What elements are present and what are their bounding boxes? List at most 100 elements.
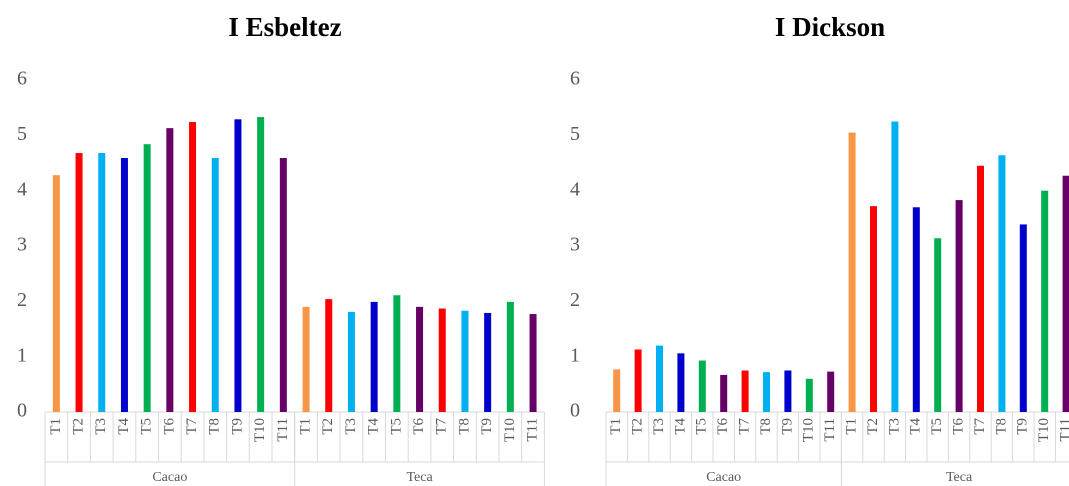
x-tick-label: T1 — [844, 418, 860, 435]
bar — [934, 238, 942, 412]
bar — [416, 306, 424, 412]
bar — [848, 132, 856, 413]
x-tick-label: T7 — [972, 418, 988, 435]
bar — [827, 371, 835, 412]
bar — [955, 200, 963, 412]
bar — [1041, 190, 1049, 412]
x-tick-label: T6 — [411, 418, 427, 435]
bar — [189, 122, 197, 412]
x-tick-label: T8 — [456, 418, 472, 435]
bar — [805, 378, 813, 412]
bar — [143, 144, 151, 413]
x-tick-label: T11 — [524, 418, 540, 442]
x-tick-label: T9 — [229, 418, 245, 435]
bar — [302, 306, 310, 412]
x-tick-label: T5 — [929, 418, 945, 435]
chart-title: I Dickson — [775, 12, 885, 42]
x-tick-label: T10 — [252, 418, 268, 442]
x-tick-label: T10 — [1036, 418, 1052, 442]
bar — [891, 121, 899, 412]
bar — [677, 353, 685, 412]
bar — [438, 308, 446, 412]
x-tick-label: T2 — [630, 418, 646, 435]
bar — [763, 372, 770, 412]
bar — [1019, 224, 1027, 412]
bar — [656, 345, 663, 412]
bar — [120, 158, 128, 412]
bar — [52, 175, 60, 412]
y-tick-label: 2 — [17, 289, 27, 311]
y-tick-label: 2 — [570, 289, 580, 311]
x-tick-label: T3 — [651, 418, 667, 435]
x-tick-label: T7 — [737, 418, 753, 435]
y-tick-label: 6 — [17, 68, 27, 90]
bar — [257, 117, 265, 412]
bar — [1062, 175, 1069, 412]
x-tick-label: T2 — [70, 418, 86, 435]
x-tick-label: T4 — [908, 418, 924, 435]
bar — [393, 295, 401, 412]
y-tick-label: 0 — [17, 400, 27, 422]
x-tick-label: T2 — [320, 418, 336, 435]
x-tick-label: T3 — [886, 418, 902, 435]
bar — [506, 301, 514, 412]
x-tick-label: T7 — [184, 418, 200, 435]
x-tick-label: T9 — [479, 418, 495, 435]
bar — [741, 370, 749, 412]
group-label: Teca — [406, 470, 433, 485]
x-tick-label: T7 — [434, 418, 450, 435]
bar — [998, 155, 1006, 412]
x-tick-label: T11 — [822, 418, 838, 442]
x-tick-label: T4 — [672, 418, 688, 435]
bar — [634, 349, 642, 412]
y-tick-label: 0 — [570, 400, 580, 422]
x-tick-label: T6 — [715, 418, 731, 435]
bar — [279, 158, 287, 412]
x-tick-label: T1 — [608, 418, 624, 435]
group-label: Teca — [946, 470, 973, 485]
x-tick-label: T10 — [502, 418, 518, 442]
group-label: Cacao — [152, 470, 187, 485]
y-tick-label: 1 — [17, 344, 27, 366]
chart-title: I Esbeltez — [228, 12, 341, 42]
x-tick-label: T9 — [779, 418, 795, 435]
x-tick-label: T8 — [758, 418, 774, 435]
x-tick-label: T8 — [207, 418, 223, 435]
y-tick-label: 4 — [570, 178, 580, 200]
x-tick-label: T1 — [297, 418, 313, 435]
x-tick-label: T4 — [116, 418, 132, 435]
bar — [720, 374, 728, 412]
x-tick-label: T9 — [1015, 418, 1031, 435]
bar — [912, 207, 920, 412]
y-tick-label: 3 — [17, 234, 27, 256]
bar — [977, 165, 984, 412]
x-tick-label: T2 — [865, 418, 881, 435]
x-tick-label: T4 — [366, 418, 382, 435]
bar — [75, 153, 83, 413]
bar — [234, 119, 242, 412]
x-tick-label: T11 — [275, 418, 291, 442]
bar — [613, 369, 621, 412]
y-tick-label: 3 — [570, 234, 580, 256]
x-tick-label: T3 — [93, 418, 109, 435]
x-tick-label: T5 — [694, 418, 710, 435]
bar — [347, 311, 355, 412]
bar — [370, 301, 378, 412]
x-tick-label: T10 — [801, 418, 817, 442]
bar — [461, 310, 469, 412]
bar — [784, 370, 792, 412]
x-tick-label: T8 — [993, 418, 1009, 435]
x-tick-label: T6 — [161, 418, 177, 435]
bar — [325, 299, 333, 412]
y-tick-label: 4 — [17, 178, 27, 200]
bar — [698, 360, 706, 412]
bar — [98, 153, 106, 413]
bar — [529, 314, 537, 412]
group-label: Cacao — [706, 470, 741, 485]
y-tick-label: 5 — [17, 123, 27, 145]
y-tick-label: 6 — [570, 68, 580, 90]
x-tick-label: T5 — [388, 418, 404, 435]
bar — [166, 128, 174, 412]
x-tick-label: T11 — [1058, 418, 1069, 442]
